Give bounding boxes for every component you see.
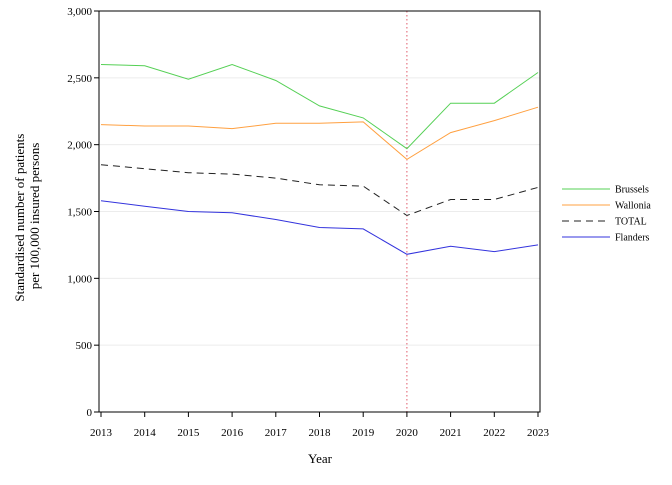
x-tick-label: 2017 (265, 427, 288, 439)
legend-label-brussels: Brussels (615, 185, 649, 196)
x-tick-label: 2021 (440, 427, 462, 439)
x-tick-label: 2013 (90, 427, 113, 439)
y-tick-label: 1,500 (67, 207, 92, 219)
y-axis-title-line-1: Standardised number of patients (12, 134, 27, 302)
legend: Brussels Wallonia TOTAL Flanders (562, 185, 651, 244)
y-axis-title-line-2: per 100,000 insured persons (27, 143, 42, 290)
y-tick-label: 3,000 (67, 6, 92, 18)
legend-label-flanders: Flanders (615, 233, 650, 244)
x-tick-label: 2015 (177, 427, 200, 439)
y-tick-label: 1,000 (67, 273, 92, 285)
series-layer (100, 63, 539, 255)
axes: 0 500 1,000 1,500 2,000 2,500 3,000 2013 2014 201… (67, 6, 549, 439)
series-line-total (100, 164, 539, 217)
x-tick-label: 2016 (221, 427, 244, 439)
legend-label-total: TOTAL (615, 217, 647, 228)
x-tick-label: 2019 (352, 427, 375, 439)
x-tick-label: 2020 (396, 427, 419, 439)
y-axis-title: Standardised number of patients per 100,… (12, 130, 42, 301)
x-axis-title: Year (308, 451, 333, 466)
y-tick-label: 2,500 (67, 73, 92, 85)
x-tick-label: 2022 (483, 427, 505, 439)
y-tick-label: 0 (87, 407, 93, 419)
series-line-brussels (100, 63, 539, 150)
series-line-wallonia (100, 106, 539, 161)
y-tick-label: 500 (76, 340, 93, 352)
series-line-flanders (100, 200, 539, 255)
x-tick-label: 2014 (134, 427, 157, 439)
legend-label-wallonia: Wallonia (615, 201, 651, 212)
y-tick-label: 2,000 (67, 140, 92, 152)
x-tick-label: 2018 (309, 427, 332, 439)
gridlines (99, 77, 540, 346)
x-tick-label: 2023 (527, 427, 550, 439)
